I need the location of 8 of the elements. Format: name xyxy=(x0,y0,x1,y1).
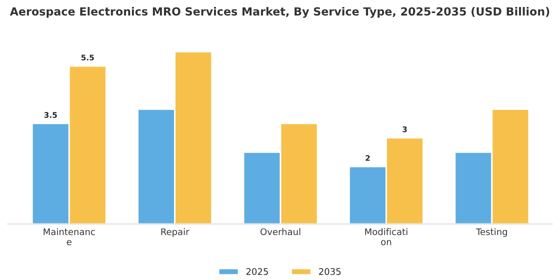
x-tick-label: Maintenanc e xyxy=(44,228,95,246)
chart-title: Aerospace Electronics MRO Services Market, By Service Type, 2025-2035 (USD Billion) xyxy=(10,7,550,18)
x-tick-label: Overhaul xyxy=(260,228,300,236)
legend-label: 2025 xyxy=(246,268,268,275)
legend-label: 2035 xyxy=(319,268,341,275)
x-tick-label: Repair xyxy=(161,228,190,237)
x-tick-label: Testing xyxy=(476,228,507,237)
x-tick-label: Modificati on xyxy=(365,228,408,246)
